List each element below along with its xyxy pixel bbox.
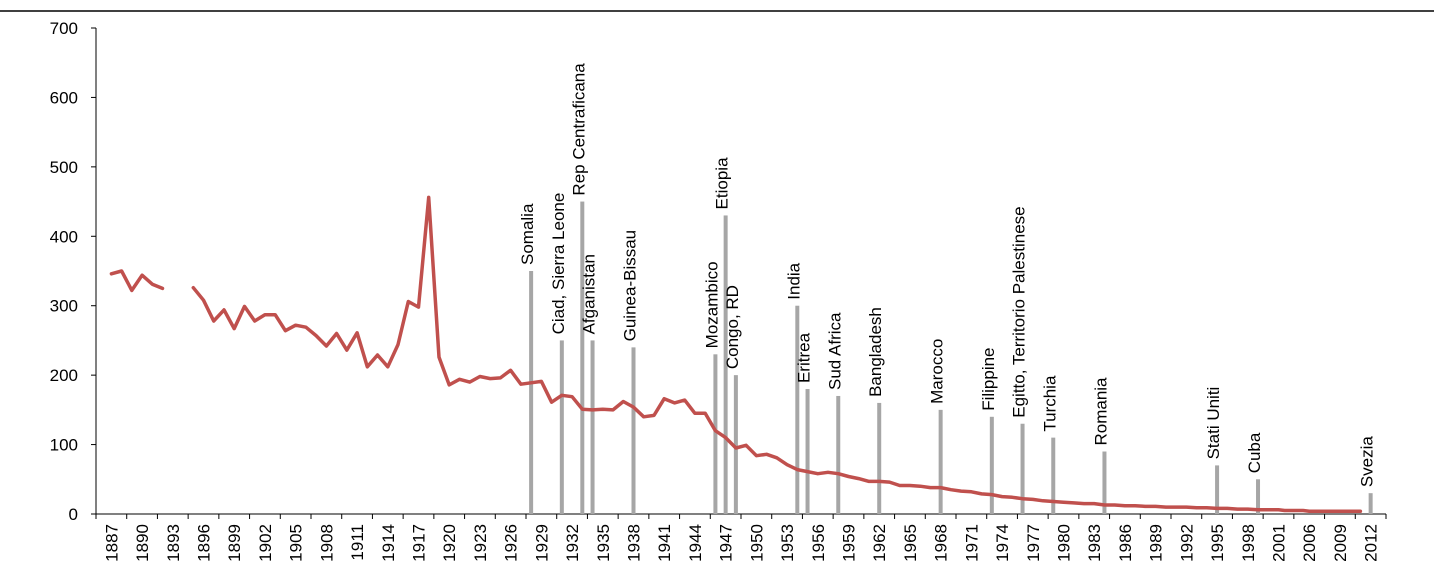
x-tick-label: 2006 [1300,524,1319,562]
country-label: India [784,262,803,299]
x-tick-label: 1911 [348,524,367,561]
x-tick-label: 1899 [225,524,244,562]
x-tick-label: 1929 [532,524,551,562]
reference-bar [1215,465,1220,514]
x-tick-label: 1887 [102,524,121,562]
reference-bar [529,271,534,514]
country-label: Guinea-Bissau [621,230,640,342]
x-tick-label: 1971 [962,524,981,562]
reference-bar [1020,423,1025,514]
y-tick-label: 200 [50,366,78,385]
x-tick-label: 1908 [317,524,336,562]
reference-bar [733,375,738,514]
x-tick-label: 1890 [133,524,152,562]
country-label: Turchia [1040,375,1059,432]
x-tick-label: 1959 [840,524,859,562]
x-tick-label: 1983 [1085,524,1104,562]
country-label: Stati Uniti [1204,387,1223,460]
country-label: Egitto, Territorio Palestinese [1010,206,1029,417]
series-lines [109,195,1363,513]
x-tick-label: 1947 [717,524,736,562]
country-label: Cuba [1245,432,1264,473]
y-tick-label: 300 [50,297,78,316]
x-tick-label: 1896 [195,524,214,562]
x-tick-label: 1977 [1024,524,1043,562]
x-tick-label: 1917 [410,524,429,562]
country-label: Afganistan [580,254,599,334]
reference-bar [1051,437,1056,514]
x-tick-label: 1962 [870,524,889,562]
x-tick-label: 2001 [1270,524,1289,562]
reference-bar [795,305,800,514]
reference-bar [631,347,636,514]
country-label: Somalia [518,203,537,265]
series-line [109,269,165,293]
country-label: Eritrea [795,332,814,383]
reference-bar [590,340,595,514]
reference-bar [580,201,585,515]
y-axis: 0 100 200 300 400 500 600 700 [50,19,97,524]
country-label: Rep Centraficana [569,63,588,196]
y-tick-label: 0 [69,505,78,524]
x-tick-label: 1965 [901,524,920,562]
country-label: Svezia [1358,436,1377,488]
x-tick-label: 1989 [1147,524,1166,562]
country-label: Sud Africa [825,312,844,390]
x-tick-label: 1914 [379,524,398,562]
y-tick-label: 700 [50,19,78,38]
x-tick-label: 1956 [809,524,828,562]
x-tick-label: 1998 [1239,524,1258,562]
x-tick-label: 1905 [287,524,306,562]
country-label: Filippine [979,347,998,410]
x-tick-label: 1938 [625,524,644,562]
country-label: Etiopia [713,157,732,210]
x-tick-label: 1932 [563,524,582,562]
reference-bar [1102,451,1107,514]
x-tick-label: 1953 [778,524,797,562]
x-tick-label: 1974 [993,524,1012,562]
x-tick-label: 1968 [932,524,951,562]
reference-bar [723,215,728,514]
country-label: Congo, RD [723,285,742,369]
x-tick-label: 1893 [164,524,183,562]
country-label: Romania [1091,377,1110,446]
x-tick-label: 1995 [1208,524,1227,562]
y-tick-label: 600 [50,88,78,107]
x-tick-label: 1992 [1177,524,1196,562]
x-tick-label: 2009 [1331,524,1350,562]
reference-bar [805,389,810,514]
series-line [191,195,1363,513]
x-tick-label: 1935 [594,524,613,562]
country-label: Ciad, Sierra Leone [549,193,568,335]
x-tick-label: 1920 [440,524,459,562]
reference-bar [989,416,994,514]
x-tick-label: 2012 [1362,524,1381,562]
x-tick-label: 1980 [1055,524,1074,562]
y-tick-label: 100 [50,436,78,455]
reference-bar [713,354,718,514]
country-label: Bangladesh [866,307,885,397]
reference-bar [836,395,841,514]
x-axis: 1887 1890 1893 1896 1899 1902 1905 1908 1911 1914… [95,513,1387,562]
country-label: Marocco [928,339,947,404]
reference-bar [1368,493,1373,514]
x-tick-label: 1923 [471,524,490,562]
x-tick-label: 1986 [1116,524,1135,562]
x-tick-label: 1902 [256,524,275,562]
reference-bar [877,402,882,514]
country-label: Mozambico [702,261,721,348]
x-tick-label: 1944 [686,524,705,562]
reference-bar [559,340,564,514]
x-tick-label: 1950 [747,524,766,562]
x-tick-label: 1926 [502,524,521,562]
x-tick-label: 1941 [655,524,674,562]
y-tick-label: 500 [50,158,78,177]
reference-bar [938,409,943,514]
reference-bar [1256,479,1261,514]
y-tick-label: 400 [50,227,78,246]
